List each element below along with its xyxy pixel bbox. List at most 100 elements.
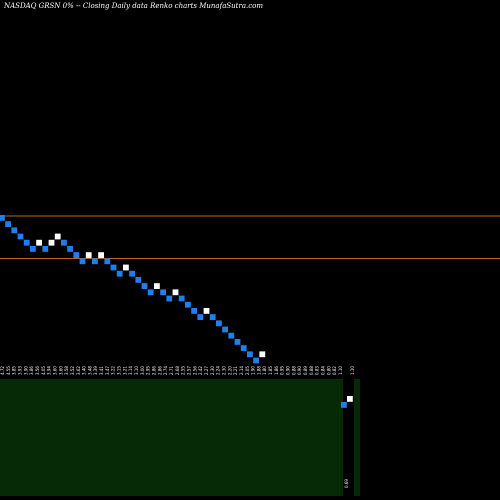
x-tick-label: 2.20	[227, 366, 232, 375]
renko-brick-down	[341, 402, 347, 408]
renko-brick-down	[104, 258, 111, 265]
x-tick-label: 2.71	[169, 366, 174, 375]
renko-brick-down	[166, 295, 173, 302]
bricks-group	[0, 215, 353, 408]
renko-brick-down	[197, 314, 204, 320]
x-tick-label: 2.42	[198, 366, 203, 375]
x-tick-label: 3.58	[64, 366, 69, 375]
x-tick-labels: 4.72 4.55 3.85 3.93 3.90 3.86 3.56 4.05 3.94 3.60…	[0, 366, 343, 375]
renko-brick-down	[178, 295, 185, 302]
renko-brick-down	[11, 227, 18, 234]
x-tick-label: 2.68	[175, 366, 180, 375]
x-tick-label: 2.86	[157, 366, 162, 375]
x-tick-label: 2.57	[187, 366, 192, 375]
x-tick-label: 3.85	[12, 366, 17, 375]
x-tick-label: 2.21	[233, 366, 238, 375]
x-tick-label: 3.62	[76, 366, 81, 375]
right-label-top: 1.10	[350, 366, 355, 375]
renko-brick-down	[5, 221, 11, 227]
x-tick-label: 4.05	[41, 366, 46, 375]
x-tick-label: 2.56	[192, 366, 197, 375]
renko-brick-down	[92, 258, 98, 265]
renko-brick-up	[36, 239, 42, 246]
renko-brick-down	[0, 215, 5, 221]
x-tick-label: 3.56	[35, 366, 40, 375]
x-tick-label: 3.60	[58, 366, 63, 375]
x-tick-label: 2.55	[181, 366, 186, 375]
x-tick-label: 3.47	[105, 366, 110, 375]
x-tick-label: 3.86	[29, 366, 34, 375]
x-tick-label: 3.00	[140, 366, 145, 375]
x-tick-label: 0.83	[315, 366, 320, 375]
renko-brick-down	[209, 314, 216, 320]
renko-brick-up	[98, 252, 104, 258]
x-tick-label: 1.80	[262, 366, 267, 375]
renko-brick-down	[234, 339, 241, 345]
chart-title: NASDAQ GRSN 0% -- Closing Daily data Ren…	[3, 2, 263, 10]
renko-brick-down	[67, 246, 73, 252]
x-tick-label: 3.94	[47, 366, 52, 375]
renko-brick-down	[253, 357, 259, 364]
x-tick-label: 0.82	[332, 366, 337, 375]
x-tick-label: 3.90	[23, 366, 28, 375]
x-tick-label: 2.86	[152, 366, 157, 375]
renko-brick-up	[347, 396, 353, 402]
x-tick-label: 1.86	[274, 366, 279, 375]
x-tick-label: 0.88	[291, 366, 296, 375]
renko-brick-down	[222, 326, 228, 333]
renko-brick-up	[48, 239, 55, 246]
x-tick-label: 0.88	[309, 366, 314, 375]
x-tick-label: 3.48	[87, 366, 92, 375]
renko-brick-up	[123, 264, 129, 271]
renko-brick-down	[240, 345, 247, 351]
x-tick-label: 2.27	[204, 366, 209, 375]
x-tick-label: 1.90	[251, 366, 256, 375]
x-tick-label: 0.84	[321, 366, 326, 375]
x-tick-label: 2.24	[216, 366, 221, 375]
x-tick-label: 0.95	[280, 366, 285, 375]
renko-brick-down	[23, 239, 30, 246]
renko-brick-down	[61, 239, 67, 246]
renko-brick-down	[116, 270, 123, 277]
x-tick-label: 4.72	[0, 366, 5, 375]
x-tick-label: 3.15	[117, 366, 122, 375]
x-tick-label: 3.52	[70, 366, 75, 375]
x-tick-label: 2.30	[221, 366, 226, 375]
renko-brick-down	[185, 301, 191, 308]
x-tick-label: 2.14	[239, 366, 244, 375]
x-tick-label: 0.80	[326, 366, 331, 375]
renko-brick-down	[216, 320, 222, 327]
renko-brick-up	[85, 252, 92, 258]
renko-brick-up	[154, 283, 160, 289]
renko-brick-down	[191, 308, 197, 314]
x-tick-label: 4.55	[6, 366, 11, 375]
x-tick-label: 1.10	[338, 366, 343, 375]
x-tick-label: 0.90	[286, 366, 291, 375]
renko-brick-up	[54, 233, 61, 240]
x-tick-label: 1.88	[256, 366, 261, 375]
x-tick-label: 3.41	[99, 366, 104, 375]
renko-brick-up	[172, 289, 179, 296]
renko-brick-down	[247, 351, 253, 358]
x-tick-label: 2.30	[210, 366, 215, 375]
x-tick-label: 0.90	[297, 366, 302, 375]
x-tick-label: 2.74	[163, 366, 168, 375]
right-label-bottom: 0.69	[344, 479, 349, 488]
x-tick-label: 2.95	[146, 366, 151, 375]
volume-panel-right	[354, 379, 360, 496]
x-tick-label: 3.14	[128, 366, 133, 375]
x-tick-label: 3.40	[82, 366, 87, 375]
x-tick-label: 3.21	[122, 366, 127, 375]
renko-brick-down	[110, 264, 117, 271]
x-tick-label: 2.05	[245, 366, 250, 375]
x-tick-label: 3.10	[134, 366, 139, 375]
x-tick-label: 3.22	[111, 366, 116, 375]
renko-brick-down	[141, 283, 148, 289]
x-tick-label: 3.60	[52, 366, 57, 375]
renko-brick-down	[228, 332, 235, 339]
renko-brick-down	[135, 277, 142, 283]
renko-brick-down	[17, 233, 24, 240]
x-tick-label: 3.39	[93, 366, 98, 375]
renko-brick-up	[259, 351, 266, 358]
